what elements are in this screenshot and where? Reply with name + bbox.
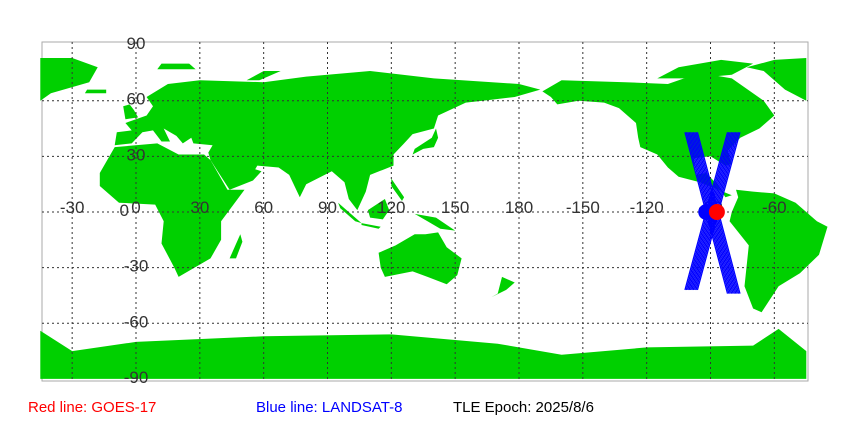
landmass-borneo: [367, 199, 390, 220]
satellite-goes-17-marker: [708, 204, 725, 220]
latitude-label: -30: [124, 257, 149, 276]
latitude-label: 0: [120, 201, 129, 220]
landmass-iceland: [84, 89, 107, 94]
landmass-australia: [378, 232, 462, 285]
legend-landsat: Blue line: LANDSAT-8: [256, 399, 403, 416]
tle-epoch: TLE Epoch: 2025/8/6: [453, 399, 594, 416]
landmass-greenland-east: [40, 58, 98, 101]
longitude-label: 90: [318, 198, 337, 217]
latitude-label: -60: [124, 312, 149, 331]
landmass-south-america: [729, 189, 828, 313]
longitude-label: 120: [377, 198, 405, 217]
grid-layer: [42, 42, 808, 381]
landmass-svalbard: [157, 63, 196, 70]
landmass-antarctica: [40, 328, 807, 379]
landmass-new-guinea: [414, 213, 456, 231]
longitude-label: -60: [762, 198, 787, 217]
landmass-eurasia: [114, 71, 541, 211]
land-layer: [40, 58, 828, 379]
landmass-philippines: [391, 178, 405, 201]
latitude-label: 60: [127, 90, 146, 109]
longitude-label: -150: [566, 198, 600, 217]
landmass-novaya-zemlya: [246, 71, 281, 81]
landmass-sumatra: [338, 202, 362, 224]
longitude-label: -120: [630, 198, 664, 217]
longitude-label: 150: [441, 198, 469, 217]
satellite-markers: [698, 204, 725, 220]
longitude-label: 0: [131, 198, 140, 217]
longitude-label: 30: [190, 198, 209, 217]
latitude-label: -90: [124, 368, 149, 387]
landmass-north-america: [542, 72, 775, 198]
landmass-java: [361, 223, 381, 229]
landmass-africa: [99, 143, 245, 277]
landmass-new-zealand: [491, 276, 515, 298]
axis-labels: -30 0 30 60 90 120 150 180 -150 -120 -90 -60 90 60 30 0…: [60, 34, 787, 387]
landmass-canadian-arctic: [657, 59, 754, 79]
latitude-label: 90: [127, 34, 146, 53]
landmass-madagascar: [229, 234, 243, 259]
landmass-greenland-west: [746, 58, 807, 101]
legend-goes: Red line: GOES-17: [28, 399, 157, 416]
longitude-label: -30: [60, 198, 85, 217]
longitude-label: 180: [505, 198, 533, 217]
latitude-label: 30: [127, 145, 146, 164]
landmass-japan: [412, 128, 439, 155]
landmass-britain: [123, 104, 139, 120]
longitude-label: 60: [254, 198, 273, 217]
